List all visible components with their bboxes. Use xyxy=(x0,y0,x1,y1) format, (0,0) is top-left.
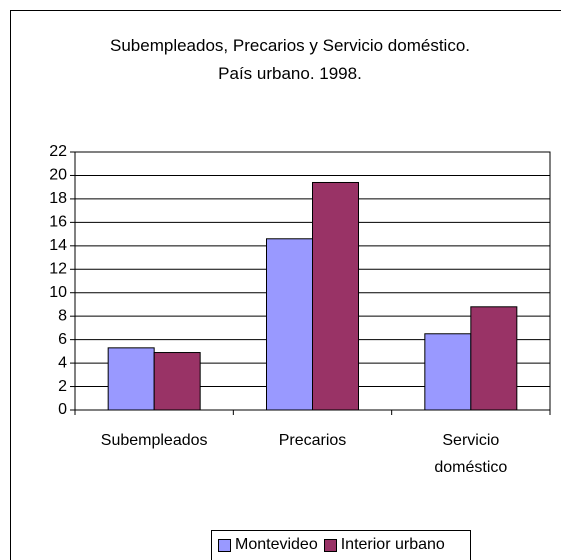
legend-item: Montevideo xyxy=(218,534,318,556)
bar xyxy=(312,181,359,411)
y-tick-label: 2 xyxy=(58,378,67,395)
bar xyxy=(107,347,155,411)
x-tick-label: Precarios xyxy=(278,432,347,449)
legend-swatch xyxy=(218,538,231,552)
y-tick-label: 18 xyxy=(49,190,67,207)
y-tick-label: 12 xyxy=(49,260,67,277)
y-tick-label: 14 xyxy=(49,237,67,254)
plot-frame xyxy=(74,151,551,411)
chart-frame xyxy=(10,10,561,560)
bar xyxy=(266,238,313,411)
legend: Montevideo Interior urbano xyxy=(211,530,471,560)
y-tick-label: 0 xyxy=(58,401,67,418)
y-tick-label: 10 xyxy=(49,284,67,301)
bar xyxy=(470,306,518,411)
legend-swatch xyxy=(323,538,337,552)
y-tick-label: 8 xyxy=(58,307,67,324)
legend-label: Montevideo xyxy=(235,536,318,553)
y-tick-label: 4 xyxy=(58,354,67,371)
y-tick-label: 16 xyxy=(49,214,67,231)
bar xyxy=(153,352,201,411)
y-tick-label: 20 xyxy=(49,167,67,184)
x-tick-label: Subempleados xyxy=(100,432,208,449)
legend-label: Interior urbano xyxy=(340,536,445,553)
y-tick-label: 6 xyxy=(58,331,67,348)
legend-item: Interior urbano xyxy=(323,534,445,556)
chart-title: Subempleados, Precarios y Servicio domés… xyxy=(110,36,470,83)
bar xyxy=(424,333,472,411)
y-tick-label: 22 xyxy=(49,143,67,160)
x-tick-label: Servicio doméstico xyxy=(434,432,508,476)
